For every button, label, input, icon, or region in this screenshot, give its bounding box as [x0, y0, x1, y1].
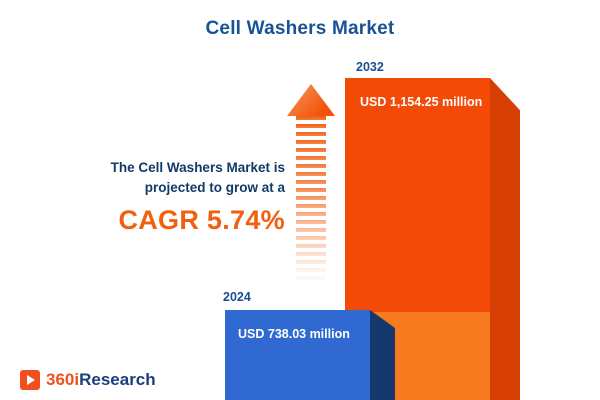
- chart-title: Cell Washers Market: [205, 18, 395, 39]
- cagr-value: CAGR 5.74%: [118, 205, 285, 236]
- growth-annotation: The Cell Washers Market is projected to …: [30, 158, 285, 236]
- annotation-line-2: projected to grow at a: [144, 179, 285, 195]
- growth-arrow-head-icon: [287, 84, 335, 116]
- logo-text-prefix: 360i: [46, 370, 80, 389]
- logo-text: 360iResearch: [46, 370, 156, 390]
- bar-2024-front: [225, 310, 370, 400]
- annotation-line-1: The Cell Washers Market is: [110, 160, 285, 175]
- bar-2024-year-label: 2024: [223, 290, 251, 304]
- growth-arrow-shaft-icon: [296, 116, 326, 281]
- bar-2024-value-label: USD 738.03 million: [238, 327, 350, 341]
- bar-2032-year-label: 2032: [356, 60, 384, 74]
- brand-logo: 360iResearch: [20, 370, 156, 390]
- bar-2032-value-label: USD 1,154.25 million: [360, 95, 483, 109]
- logo-icon: [20, 370, 40, 390]
- logo-text-suffix: Research: [79, 370, 156, 389]
- bar-2032-side: [490, 78, 520, 400]
- bar-2032-front: [345, 78, 490, 312]
